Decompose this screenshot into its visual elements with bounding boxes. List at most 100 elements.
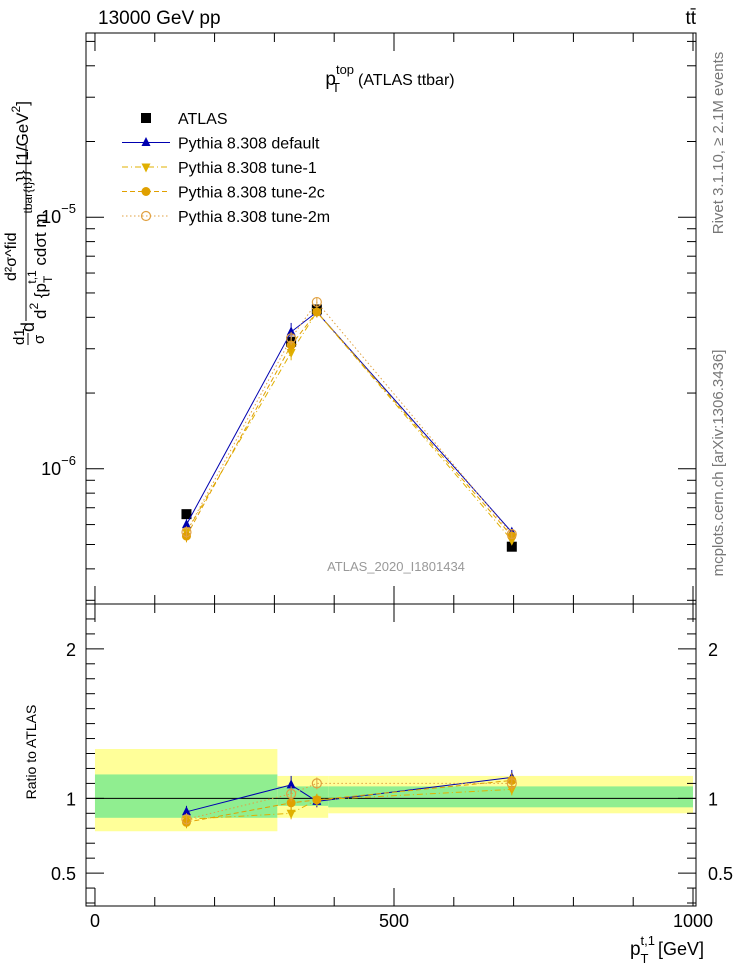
ratio-tick-label-right: 0.5 bbox=[708, 864, 733, 884]
legend-label: Pythia 8.308 tune-2m bbox=[178, 209, 330, 226]
x-axis-label: pTt,1 [GeV] bbox=[630, 933, 704, 966]
y-label-den-3: T bbox=[41, 275, 55, 283]
series-0 bbox=[181, 304, 517, 552]
legend-item-0: ATLAS bbox=[141, 111, 228, 128]
ratio-point bbox=[311, 778, 322, 789]
ratio-frame bbox=[85, 603, 697, 907]
series-line bbox=[186, 311, 513, 533]
ratio-point bbox=[181, 814, 192, 825]
data-point bbox=[312, 307, 322, 317]
ratio-line bbox=[186, 782, 512, 820]
y-tick-label-exp: −5 bbox=[61, 201, 76, 216]
data-point bbox=[286, 326, 296, 336]
legend: ATLAS Pythia 8.308 default Pythia 8.308 tu… bbox=[122, 111, 330, 226]
ratio-line bbox=[186, 788, 512, 820]
x-label-base: p bbox=[630, 939, 641, 960]
legend-item-1: Pythia 8.308 default bbox=[122, 136, 320, 153]
ratio-point bbox=[286, 798, 296, 808]
svg-text:d1: d1 bbox=[11, 328, 28, 345]
ratio-tick-label-right: 2 bbox=[708, 640, 718, 660]
series-1 bbox=[181, 306, 517, 537]
y-axis-label: d1 σ d d²σ^fid d2 {pTt,1 cdσt mtbar{t}}}… bbox=[3, 101, 55, 345]
y-label-d: d bbox=[18, 322, 38, 332]
x-tick-label: 500 bbox=[379, 911, 409, 931]
legend-label: Pythia 8.308 tune-1 bbox=[178, 160, 317, 177]
y-tick-label: 10−5 bbox=[41, 201, 76, 227]
chart-title-base: p bbox=[325, 69, 336, 90]
x-label-sup: t,1 bbox=[641, 933, 655, 948]
legend-label: ATLAS bbox=[178, 111, 228, 128]
ratio-tick-label-left: 2 bbox=[66, 640, 76, 660]
data-point bbox=[286, 348, 296, 358]
series-4 bbox=[181, 296, 517, 540]
data-point bbox=[311, 296, 322, 308]
ratio-point bbox=[286, 809, 296, 819]
ratio-panel: 0.5 0.5 1 1 2 2 bbox=[51, 603, 733, 907]
legend-item-2: Pythia 8.308 tune-1 bbox=[122, 160, 317, 177]
ratio-band-inner bbox=[328, 786, 694, 808]
data-point bbox=[181, 509, 192, 520]
ratio-point bbox=[506, 778, 517, 789]
legend-marker bbox=[141, 113, 151, 123]
y-label-den-9: ] bbox=[13, 101, 32, 106]
y-tick-label: 10−6 bbox=[41, 453, 76, 479]
y-label-den-7: }} [1/GeV bbox=[13, 112, 32, 182]
x-label-rest: [GeV] bbox=[658, 939, 704, 959]
ratio-tick-label-left: 0.5 bbox=[51, 864, 76, 884]
data-point bbox=[506, 541, 517, 552]
y-label-d1: d1 bbox=[11, 328, 28, 345]
legend-label: Pythia 8.308 tune-2c bbox=[178, 185, 325, 202]
ratio-point bbox=[181, 806, 191, 816]
x-tick-label: 0 bbox=[90, 911, 100, 931]
ratio-point bbox=[286, 788, 297, 799]
x-label-sub: T bbox=[641, 951, 649, 966]
collision-label: 13000 GeV pp bbox=[98, 8, 221, 29]
series-line bbox=[186, 311, 513, 537]
series-3 bbox=[181, 306, 517, 543]
y-tick-label-base: 10 bbox=[41, 459, 61, 479]
ratio-tick-label-right: 1 bbox=[708, 789, 718, 809]
y-label-den-8: 2 bbox=[9, 105, 23, 112]
mcplots-label: mcplots.cern.ch [arXiv:1306.3436] bbox=[710, 350, 727, 577]
rivet-label: Rivet 3.1.10, ≥ 2.1M events bbox=[710, 52, 727, 235]
ratio-tick-label-left: 1 bbox=[66, 789, 76, 809]
legend-marker bbox=[140, 210, 152, 222]
y-label-denominator: d2 {pTt,1 cdσt mtbar{t}}} [1/GeV2] bbox=[9, 101, 55, 319]
ratio-series-4 bbox=[181, 775, 517, 826]
y-label-den-6: tbar{t} bbox=[21, 181, 35, 213]
chart-title: ptop T (ATLAS ttbar) bbox=[325, 62, 454, 95]
ratio-point bbox=[286, 779, 296, 789]
chart-title-rest: (ATLAS ttbar) bbox=[358, 72, 455, 89]
y-label-den-0: d bbox=[31, 310, 50, 319]
y-label-den-4: t,1 bbox=[25, 270, 39, 284]
chart-title-sup: top bbox=[336, 62, 354, 77]
main-panel: 10−510−6 bbox=[41, 32, 697, 605]
legend-label: Pythia 8.308 default bbox=[178, 136, 320, 153]
ratio-line bbox=[186, 776, 512, 813]
process-label: tt̄ bbox=[685, 8, 696, 29]
main-series bbox=[181, 296, 517, 552]
y-label-den-5: cdσt m bbox=[31, 214, 50, 271]
y-tick-label-exp: −6 bbox=[61, 453, 76, 468]
ratio-axis-ticks: 0.5 0.5 1 1 2 2 bbox=[51, 603, 733, 906]
ratio-series bbox=[181, 769, 517, 829]
data-point bbox=[286, 333, 297, 344]
data-point bbox=[181, 519, 191, 529]
series-line bbox=[186, 311, 513, 541]
y-tick-label-base: 10 bbox=[41, 207, 61, 227]
data-point bbox=[181, 527, 192, 538]
analysis-watermark: ATLAS_2020_I1801434 bbox=[327, 559, 465, 574]
legend-marker bbox=[141, 163, 151, 173]
x-tick-label: 1000 bbox=[673, 911, 713, 931]
y-label-den-1: 2 bbox=[27, 303, 41, 310]
legend-marker bbox=[141, 187, 151, 196]
chart-title-sub: T bbox=[332, 80, 340, 95]
series-line bbox=[186, 301, 513, 535]
y-label-den-2: {p bbox=[31, 283, 50, 303]
ratio-y-label: Ratio to ATLAS bbox=[23, 705, 39, 800]
y-label-numerator: d²σ^fid bbox=[3, 232, 20, 281]
legend-item-3: Pythia 8.308 tune-2c bbox=[122, 185, 325, 202]
series-2 bbox=[181, 306, 517, 546]
x-tick-labels: 0 500 1000 bbox=[90, 911, 713, 931]
